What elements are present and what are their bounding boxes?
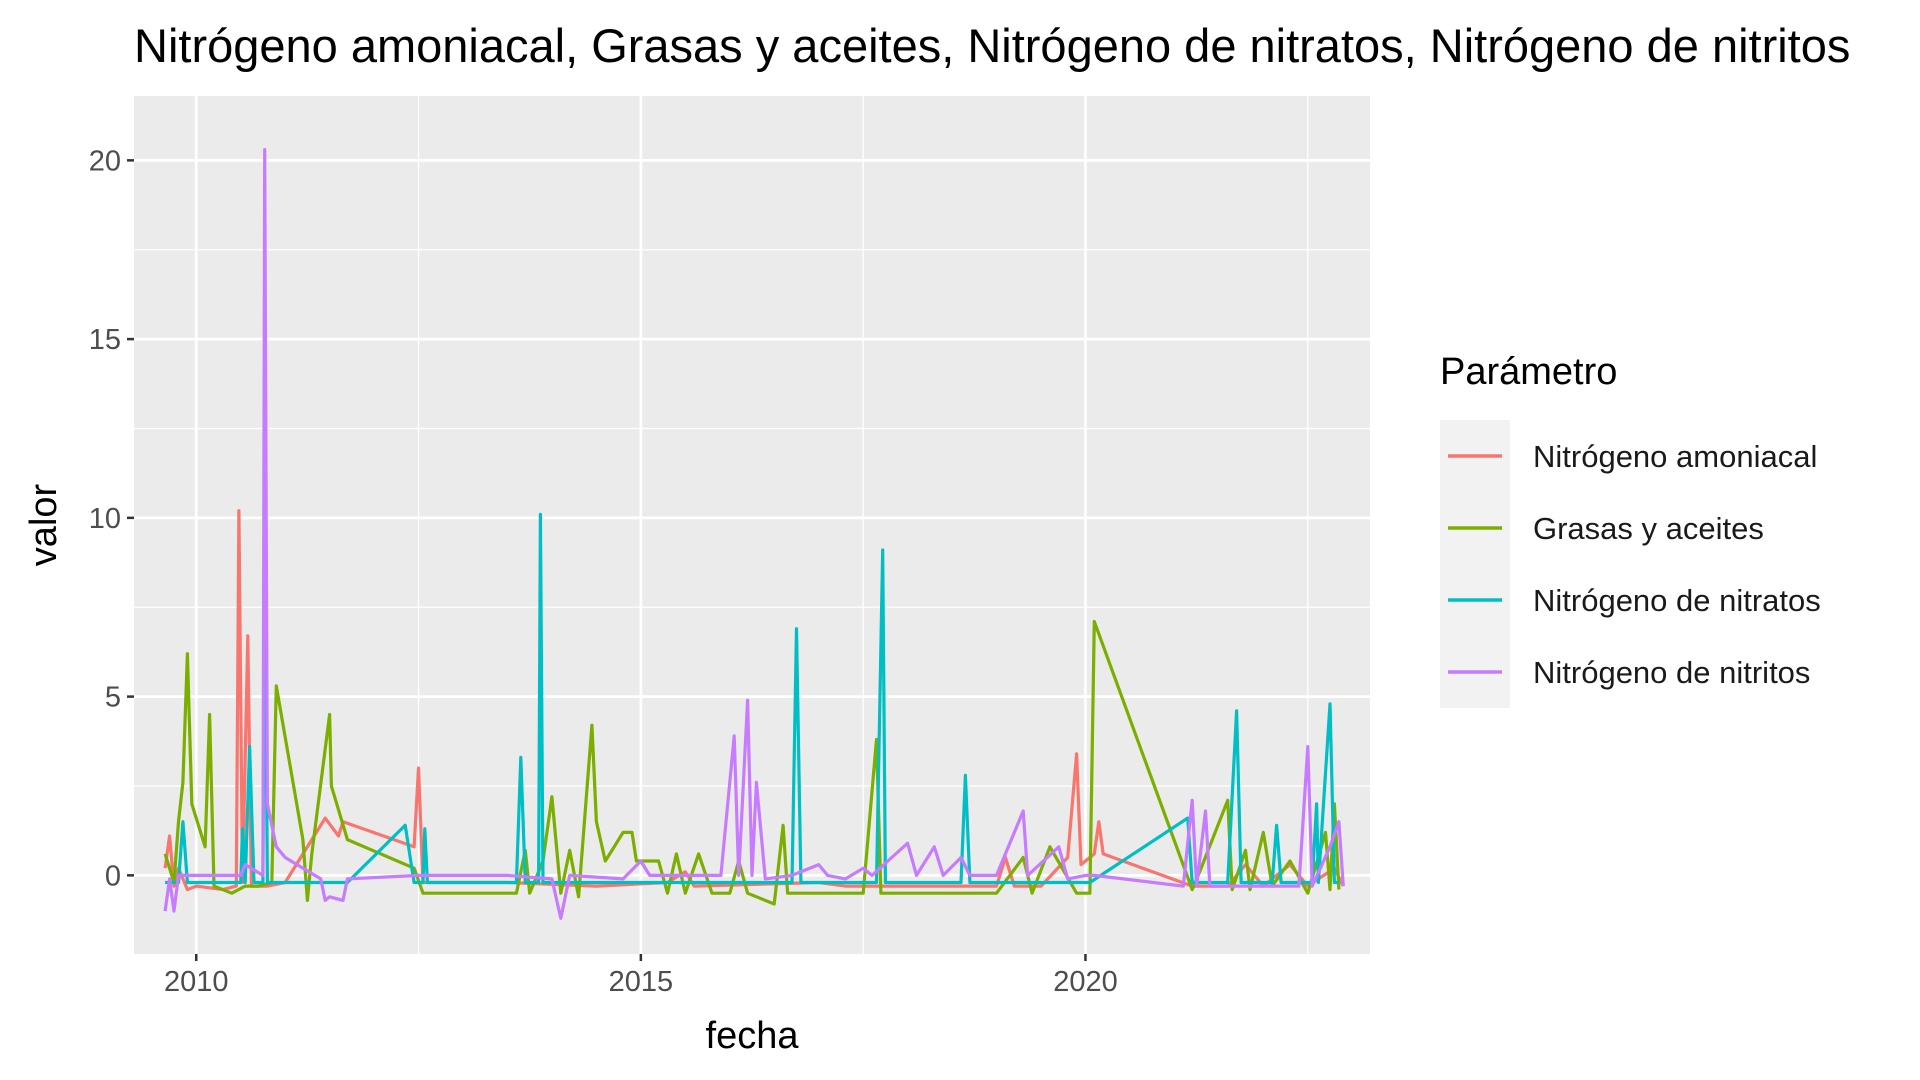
legend-label-4: Nitrógeno de nitritos [1533,655,1810,690]
x-axis: 2010 2015 2020 [164,954,1118,998]
x-tick-label: 2015 [609,966,674,998]
y-tick-label: 20 [89,145,121,177]
legend: Parámetro Nitrógeno amoniacal Grasas y ac… [1440,351,1821,708]
y-tick-label: 10 [89,503,121,535]
legend-items: Nitrógeno amoniacal Grasas y aceites Nitró… [1440,420,1821,708]
grid-minor [134,96,1370,954]
legend-key-background [1440,420,1510,708]
legend-label-1: Nitrógeno amoniacal [1533,439,1817,474]
x-axis-title: fecha [706,1015,800,1057]
legend-label-2: Grasas y aceites [1533,511,1764,546]
y-tick-label: 5 [105,682,121,714]
y-tick-label: 0 [105,860,121,892]
series-line-4 [163,148,1345,920]
series-line-3 [165,512,1339,885]
chart-title: Nitrógeno amoniacal, Grasas y aceites, N… [134,19,1850,72]
y-tick-label: 15 [89,324,121,356]
legend-label-3: Nitrógeno de nitratos [1533,583,1821,618]
x-tick-label: 2020 [1053,966,1118,998]
legend-title: Parámetro [1440,351,1617,393]
y-axis: 0 5 10 15 20 [89,145,134,892]
y-axis-title: valor [23,483,65,566]
series-layer [163,148,1345,920]
x-tick-label: 2010 [164,966,229,998]
